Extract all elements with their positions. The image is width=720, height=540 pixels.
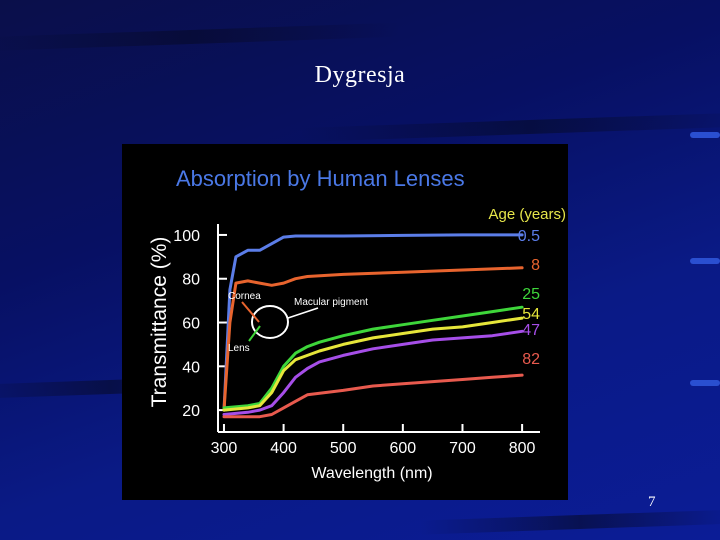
- series-label-25: 25: [522, 286, 540, 303]
- series-label-8: 8: [531, 257, 540, 274]
- annotation-lens: Lens: [228, 343, 250, 354]
- y-tick-label: 20: [182, 403, 200, 420]
- slide-title: Dygresja: [314, 62, 406, 88]
- x-tick-label: 500: [330, 440, 357, 457]
- transmittance-chart: Absorption by Human Lenses Transmittance…: [148, 166, 566, 482]
- decorative-accent: [690, 380, 720, 386]
- background-streak: [0, 22, 401, 52]
- background-streak: [419, 509, 720, 535]
- y-tick-label: 60: [182, 316, 200, 333]
- series-line-8: [222, 266, 524, 412]
- annotation-pointer: [248, 325, 261, 342]
- chart-title: Absorption by Human Lenses: [176, 166, 465, 191]
- x-tick-label: 700: [449, 440, 476, 457]
- series-line-47: [222, 329, 524, 416]
- x-tick-label: 300: [211, 440, 238, 457]
- x-tick-label: 400: [270, 440, 297, 457]
- page-number: 7: [648, 494, 656, 510]
- annotation-pointer: [287, 307, 319, 319]
- y-axis-label: Transmittance (%): [148, 237, 171, 408]
- annotation-macular-pigment: Macular pigment: [294, 297, 368, 308]
- legend-title: Age (years): [488, 206, 566, 223]
- y-tick-label: 40: [182, 359, 200, 376]
- series-line-25: [222, 305, 524, 410]
- annotation-circle: [251, 305, 289, 339]
- y-tick-label: 100: [173, 228, 200, 245]
- annotation-pointer: [241, 301, 260, 323]
- series-label-54: 54: [522, 306, 540, 323]
- x-tick-label: 800: [509, 440, 536, 457]
- y-tick-label: 80: [182, 272, 200, 289]
- series-label-47: 47: [522, 322, 540, 339]
- background-streak: [299, 111, 720, 143]
- annotation-cornea: Cornea: [228, 291, 261, 302]
- series-label-0.5: 0.5: [518, 228, 540, 245]
- series-line-82: [222, 373, 524, 419]
- decorative-accent: [690, 258, 720, 264]
- series-label-82: 82: [522, 351, 540, 368]
- x-axis-label: Wavelength (nm): [311, 465, 432, 482]
- x-tick-label: 600: [390, 440, 417, 457]
- decorative-accent: [690, 132, 720, 138]
- series-line-0.5: [222, 233, 524, 412]
- chart-figure: Absorption by Human Lenses Transmittance…: [122, 144, 568, 500]
- series-line-54: [222, 316, 524, 412]
